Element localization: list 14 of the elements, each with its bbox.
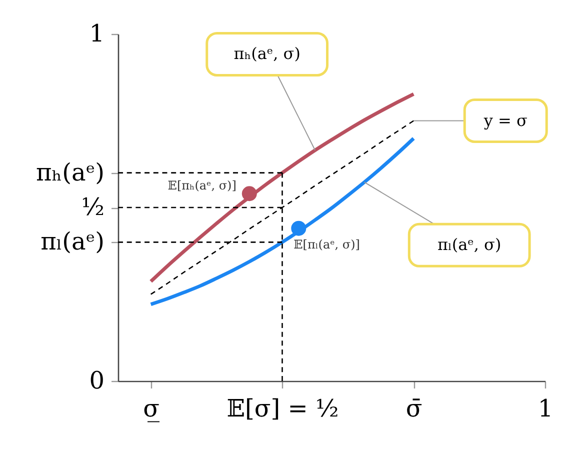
x-tick-label: σ̲ [143,394,160,422]
text: y = σ [482,110,528,130]
y-tick-label: πₗ(aᵉ) [40,228,104,256]
x-tick-label: 𝔼[σ] = ½ [226,394,339,422]
y-tick-label: 1 [89,20,104,48]
y-tick-label: ½ [81,193,104,221]
x-tick-label: 1 [538,394,554,422]
series-label: 𝔼[πₕ(aᵉ, σ)] [168,178,236,193]
y-tick-label: 0 [89,366,104,394]
y-tick-label: πₕ(aᵉ) [36,158,104,186]
series-label: 𝔼[πₗ(aᵉ, σ)] [294,237,360,252]
text: πₕ(aᵉ, σ) [234,44,300,64]
x-tick-label: σ̄ [406,394,422,422]
text: πₗ(aᵉ, σ) [437,235,502,254]
